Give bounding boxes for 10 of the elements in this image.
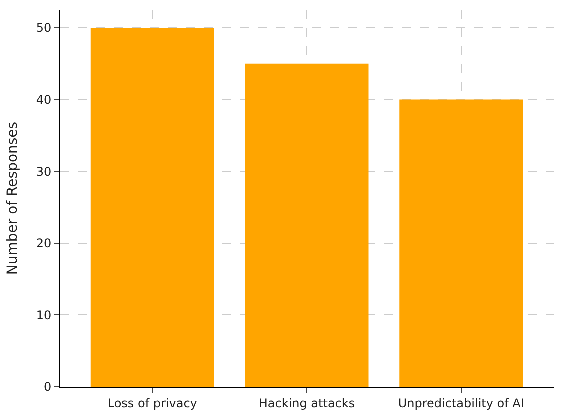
x-tick-label: Loss of privacy xyxy=(108,396,198,410)
y-axis-title: Number of Responses xyxy=(4,122,21,276)
y-tick-label: 10 xyxy=(36,308,52,322)
y-tick-label: 30 xyxy=(36,164,52,179)
x-tick-label: Unpredictability of AI xyxy=(398,396,524,410)
y-tick-label: 0 xyxy=(44,380,52,394)
y-tick-label: 20 xyxy=(36,236,52,251)
x-tick-label: Hacking attacks xyxy=(258,396,356,410)
y-tick-label: 40 xyxy=(36,92,52,107)
y-tick-label: 50 xyxy=(36,21,52,36)
